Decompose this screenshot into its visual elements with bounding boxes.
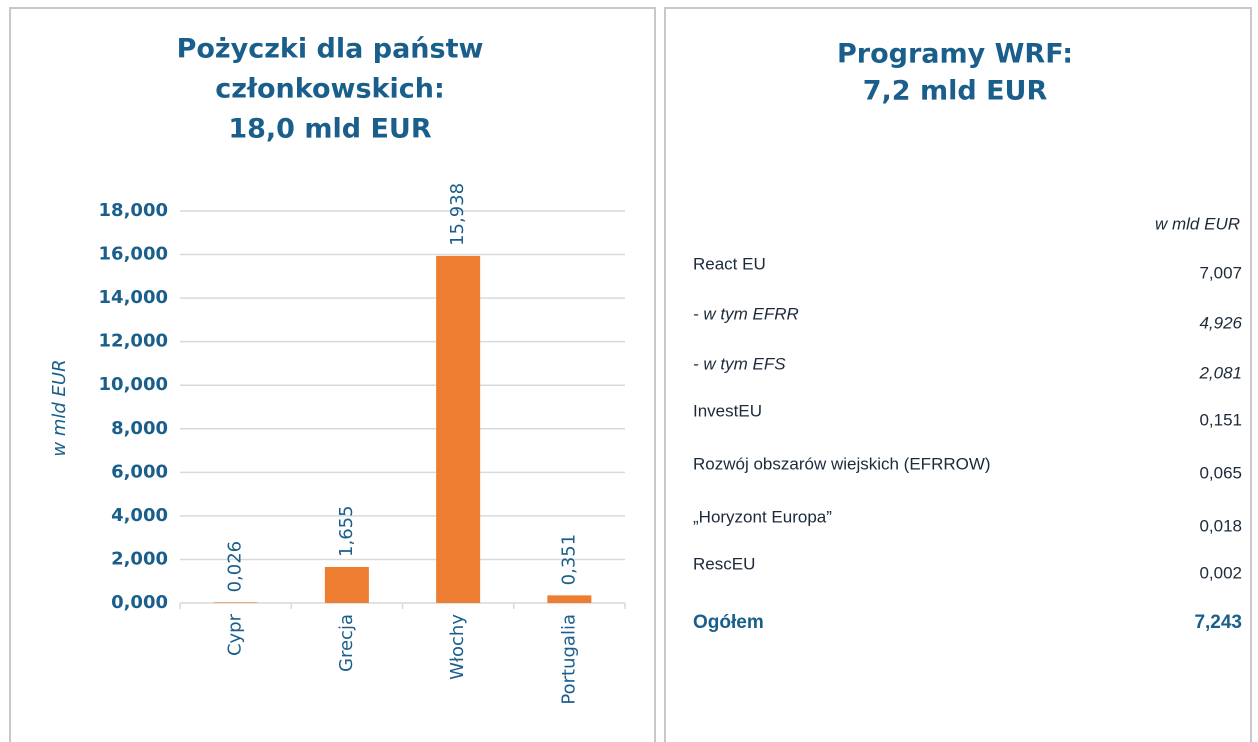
row-label: Rozwój obszarów wiejskich (EFRROW)	[693, 454, 991, 473]
row-value: 0,151	[1199, 410, 1242, 429]
row-label: - w tym EFS	[693, 354, 786, 373]
row-label: React EU	[693, 254, 766, 273]
x-tick-label: Cypr	[225, 613, 246, 656]
y-tick-label: 12,000	[99, 331, 168, 352]
chart-title: Pożyczki dla państw	[177, 34, 484, 65]
x-tick-label: Grecja	[336, 614, 357, 672]
row-label: RescEU	[693, 554, 755, 573]
table-title: 7,2 mld EUR	[863, 76, 1048, 107]
row-value: 7,243	[1194, 612, 1242, 633]
chart-title: 18,0 mld EUR	[228, 114, 432, 145]
row-value: 4,926	[1199, 313, 1242, 332]
row-value: 0,002	[1199, 563, 1242, 582]
row-label: InvestEU	[693, 401, 762, 420]
bar	[436, 255, 481, 604]
y-tick-label: 10,000	[99, 374, 168, 395]
table-unit: w mld EUR	[1155, 214, 1240, 233]
y-tick-label: 4,000	[111, 505, 168, 526]
data-label: 15,938	[447, 183, 468, 246]
bar	[324, 566, 369, 603]
y-tick-label: 8,000	[111, 418, 168, 439]
row-label: - w tym EFRR	[693, 304, 799, 323]
data-label: 0,351	[558, 534, 579, 586]
chart-title: członkowskich:	[215, 74, 445, 105]
right-panel	[664, 7, 1252, 742]
data-label: 1,655	[336, 505, 357, 557]
y-axis-label: w mld EUR	[49, 359, 70, 456]
y-tick-label: 0,000	[111, 592, 168, 613]
bar	[213, 602, 258, 603]
data-label: 0,026	[225, 541, 246, 593]
left-panel	[9, 7, 656, 742]
row-label: „Horyzont Europa”	[693, 507, 832, 526]
y-tick-label: 6,000	[111, 461, 168, 482]
row-value: 0,018	[1199, 516, 1242, 535]
y-tick-label: 14,000	[99, 287, 168, 308]
y-tick-label: 16,000	[99, 244, 168, 265]
row-value: 0,065	[1199, 463, 1242, 482]
x-tick-label: Portugalia	[558, 614, 579, 705]
row-value: 2,081	[1198, 363, 1242, 382]
y-tick-label: 2,000	[111, 548, 168, 569]
row-label: Ogółem	[693, 612, 764, 633]
y-tick-label: 18,000	[99, 200, 168, 221]
row-value: 7,007	[1199, 263, 1242, 282]
bar	[547, 595, 592, 603]
x-tick-label: Włochy	[447, 614, 468, 680]
table-title: Programy WRF:	[837, 39, 1073, 70]
